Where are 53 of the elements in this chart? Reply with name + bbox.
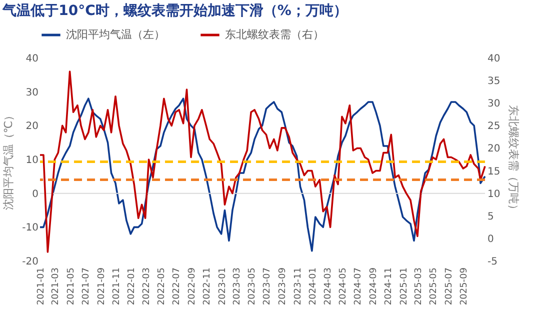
y2-tick-label: 40 — [488, 54, 500, 64]
x-tick-label: 2021-09 — [96, 267, 107, 306]
x-tick-label: 2021-07 — [81, 268, 92, 306]
y-tick-label: 40 — [26, 54, 38, 64]
y-axis-title: 沈阳平均气温（℃） — [2, 110, 16, 210]
x-tick-label: 2025-03 — [414, 268, 424, 306]
legend-label: 沈阳平均气温（左） — [66, 28, 165, 41]
x-tick-label: 2025-05 — [429, 268, 440, 306]
x-tick-label: 2023-11 — [293, 268, 304, 306]
x-tick-label: 2025-01 — [399, 268, 410, 306]
x-tick-label: 2024-07 — [354, 268, 364, 306]
x-tick-label: 2021-05 — [66, 268, 76, 306]
line-series — [39, 98, 486, 252]
x-tick-label: 2023-05 — [248, 268, 258, 306]
x-tick-label: 2022-01 — [127, 268, 138, 306]
x-tick-label: 2021-11 — [112, 268, 122, 306]
y2-tick-label: 0 — [488, 234, 494, 245]
x-tick-label: 2025-09 — [460, 267, 470, 306]
y2-tick-label: 30 — [488, 98, 500, 110]
x-tick-label: 2021-01 — [36, 268, 46, 306]
x-tick-label: 2024-09 — [369, 267, 380, 306]
y2-tick-label: 10 — [488, 188, 500, 200]
y2-tick-label: 20 — [488, 144, 500, 155]
x-tick-label: 2023-03 — [232, 268, 242, 306]
x-tick-label: 2024-03 — [323, 268, 334, 306]
y-tick-label: 10 — [26, 155, 38, 166]
y-tick-label: 20 — [26, 121, 38, 132]
x-tick-label: 2022-09 — [187, 267, 198, 306]
y2-tick-label: 35 — [488, 76, 500, 88]
x-tick-label: 2023-07 — [262, 268, 273, 306]
line-series — [39, 70, 486, 253]
x-tick-label: 2023-01 — [218, 268, 228, 306]
x-tick-label: 2022-11 — [202, 268, 213, 306]
y-tick-label: -20 — [22, 256, 38, 268]
chart-title: 气温低于10°C时，螺纹表需开始加速下滑（%；万吨） — [2, 3, 348, 19]
legend-label: 东北螺纹表需（右） — [225, 28, 324, 41]
x-tick-label: 2022-03 — [142, 268, 152, 306]
y2-axis-title: 东北螺纹表需（万吨） — [507, 105, 520, 215]
x-tick-label: 2024-11 — [384, 268, 394, 306]
x-tick-label: 2022-07 — [172, 268, 182, 306]
x-tick-label: 2022-05 — [156, 268, 167, 306]
x-tick-label: 2024-05 — [338, 268, 348, 306]
x-tick-label: 2025-07 — [444, 268, 454, 306]
y-tick-label: -10 — [22, 222, 38, 234]
y-tick-label: 0 — [32, 188, 38, 200]
x-tick-label: 2023-09 — [278, 267, 288, 306]
y2-tick-label: 25 — [488, 121, 500, 132]
y-tick-label: 30 — [26, 87, 38, 98]
y2-tick-label: 15 — [488, 166, 500, 178]
x-tick-label: 2021-03 — [51, 268, 62, 306]
x-tick-label: 2024-01 — [308, 268, 318, 306]
y2-tick-label: 5 — [488, 211, 494, 222]
y2-tick-label: -5 — [488, 256, 498, 268]
